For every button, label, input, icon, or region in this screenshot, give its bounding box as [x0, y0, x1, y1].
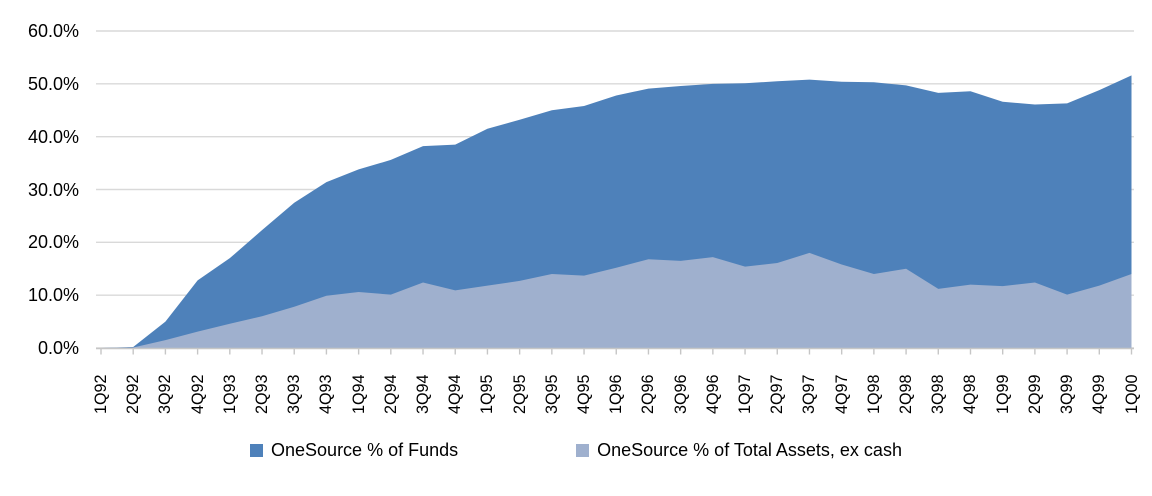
- y-axis-label: 10.0%: [27, 285, 79, 306]
- x-axis-label: 1Q92: [91, 374, 110, 414]
- y-axis-label: 50.0%: [27, 73, 79, 94]
- x-axis-label: 4Q96: [702, 374, 722, 414]
- y-axis-label: 40.0%: [27, 126, 79, 147]
- legend-swatch-funds: [250, 443, 264, 457]
- x-axis-label: 3Q92: [155, 374, 175, 414]
- x-axis-label: 4Q93: [316, 374, 336, 414]
- x-axis-label: 2Q93: [252, 374, 272, 414]
- x-axis-label: 1Q00: [1121, 374, 1141, 414]
- x-axis-label: 3Q96: [670, 374, 690, 414]
- x-axis-label: 2Q99: [1024, 374, 1044, 414]
- x-axis-label: 4Q94: [445, 374, 465, 414]
- x-axis-label: 2Q92: [123, 374, 143, 414]
- legend-swatch-assets: [576, 443, 590, 457]
- plot-area: [96, 30, 1134, 355]
- legend-label-funds: OneSource % of Funds: [271, 439, 459, 460]
- x-axis-label: 2Q94: [380, 374, 400, 414]
- x-axis-label: 2Q95: [509, 374, 529, 414]
- x-axis-label: 1Q95: [477, 374, 497, 414]
- legend-entry-assets: OneSource % of Total Assets, ex cash: [576, 440, 902, 461]
- x-axis-label: 1Q97: [735, 374, 755, 414]
- x-axis-label: 4Q92: [187, 374, 207, 414]
- assets-area: [101, 252, 1132, 348]
- y-axis-label: 30.0%: [27, 179, 79, 200]
- x-axis-label: 4Q97: [831, 374, 851, 414]
- x-axis-label: 3Q93: [284, 374, 304, 414]
- x-axis-label: 1Q93: [219, 374, 239, 414]
- x-axis-label: 4Q99: [1089, 374, 1109, 414]
- x-axis-label: 3Q94: [413, 374, 433, 414]
- legend: OneSource % of Funds OneSource % of Tota…: [0, 437, 1152, 463]
- y-axis-label: 20.0%: [27, 232, 79, 253]
- x-axis-label: 3Q98: [928, 374, 948, 414]
- x-axis-label: 3Q97: [799, 374, 819, 414]
- y-axis-label: 60.0%: [27, 21, 79, 41]
- x-axis-label: 3Q99: [1057, 374, 1077, 414]
- x-axis-label: 3Q95: [541, 374, 561, 414]
- y-axis-label: 0.0%: [37, 338, 79, 358]
- x-axis-label: 4Q95: [574, 374, 594, 414]
- x-axis-label: 1Q96: [606, 374, 626, 414]
- x-axis-label: 2Q96: [638, 374, 658, 414]
- x-axis-label: 2Q98: [896, 374, 916, 414]
- legend-entry-funds: OneSource % of Funds: [250, 440, 458, 461]
- x-axis-label: 1Q99: [992, 374, 1012, 414]
- x-axis-label: 2Q97: [767, 374, 787, 414]
- x-axis-label: 1Q98: [863, 374, 883, 414]
- x-axis-label: 1Q94: [348, 374, 368, 414]
- x-axis-label: 4Q98: [960, 374, 980, 414]
- legend-label-assets: OneSource % of Total Assets, ex cash: [597, 439, 902, 460]
